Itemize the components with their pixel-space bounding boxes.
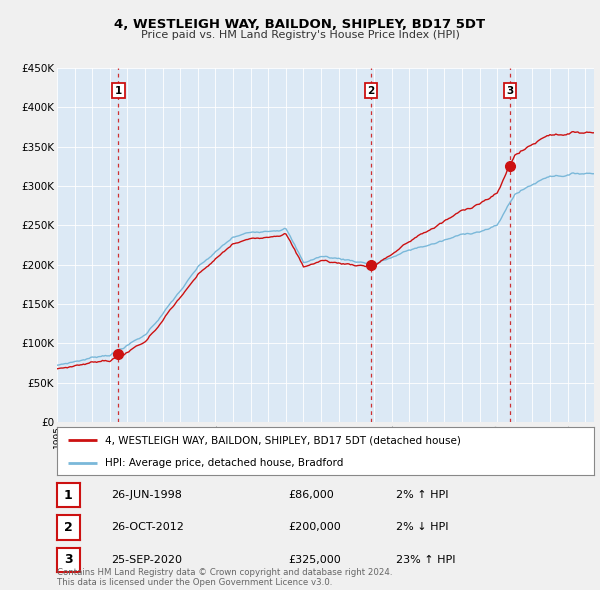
Text: 4, WESTLEIGH WAY, BAILDON, SHIPLEY, BD17 5DT: 4, WESTLEIGH WAY, BAILDON, SHIPLEY, BD17… — [115, 18, 485, 31]
Text: 2% ↓ HPI: 2% ↓ HPI — [396, 523, 449, 532]
Text: 23% ↑ HPI: 23% ↑ HPI — [396, 555, 455, 565]
Text: 1: 1 — [64, 489, 73, 502]
Text: 4, WESTLEIGH WAY, BAILDON, SHIPLEY, BD17 5DT (detached house): 4, WESTLEIGH WAY, BAILDON, SHIPLEY, BD17… — [106, 435, 461, 445]
Text: HPI: Average price, detached house, Bradford: HPI: Average price, detached house, Brad… — [106, 458, 344, 468]
Text: 26-JUN-1998: 26-JUN-1998 — [111, 490, 182, 500]
Text: Contains HM Land Registry data © Crown copyright and database right 2024.
This d: Contains HM Land Registry data © Crown c… — [57, 568, 392, 587]
Text: 2: 2 — [367, 86, 374, 96]
Text: 3: 3 — [64, 553, 73, 566]
Text: Price paid vs. HM Land Registry's House Price Index (HPI): Price paid vs. HM Land Registry's House … — [140, 30, 460, 40]
Text: 2: 2 — [64, 521, 73, 534]
Text: 1: 1 — [115, 86, 122, 96]
Text: 25-SEP-2020: 25-SEP-2020 — [111, 555, 182, 565]
Text: 26-OCT-2012: 26-OCT-2012 — [111, 523, 184, 532]
Text: £325,000: £325,000 — [288, 555, 341, 565]
Text: 2% ↑ HPI: 2% ↑ HPI — [396, 490, 449, 500]
Text: £86,000: £86,000 — [288, 490, 334, 500]
Text: £200,000: £200,000 — [288, 523, 341, 532]
Text: 3: 3 — [506, 86, 514, 96]
